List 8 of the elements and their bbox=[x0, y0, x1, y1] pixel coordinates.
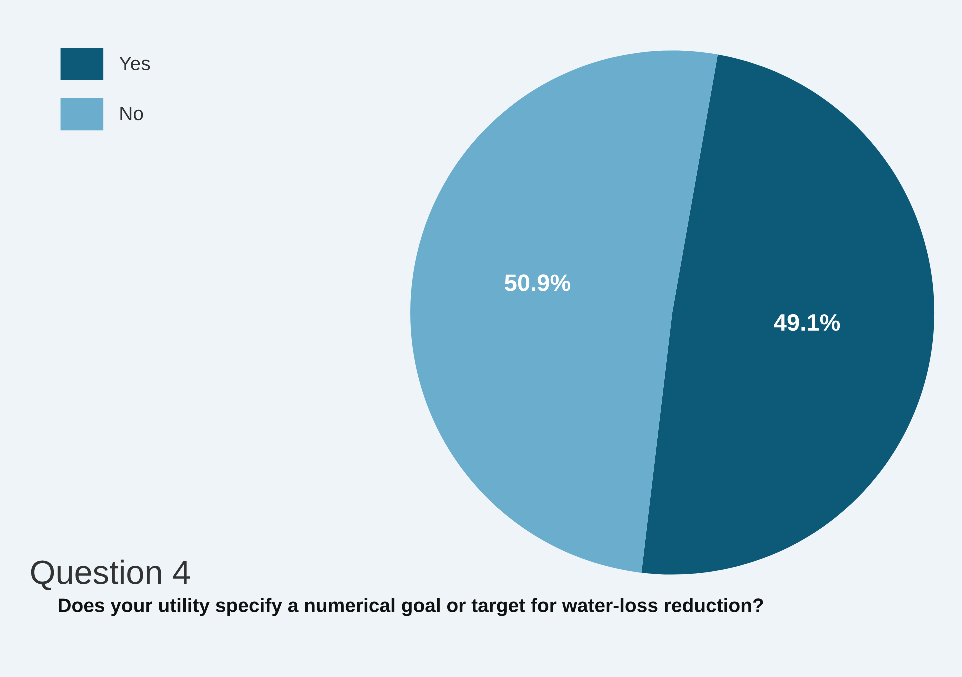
pie-slice bbox=[642, 54, 934, 575]
legend-label: Yes bbox=[120, 56, 150, 71]
text: Question 4 bbox=[31, 560, 190, 590]
pie-slice bbox=[410, 50, 718, 573]
text: Does your utility specify a numerical goal or target for water-loss reduction? bbox=[59, 598, 764, 616]
data-label: 50.9% bbox=[505, 274, 571, 292]
data-label: 49.1% bbox=[774, 314, 840, 332]
legend-label: No bbox=[120, 107, 144, 121]
